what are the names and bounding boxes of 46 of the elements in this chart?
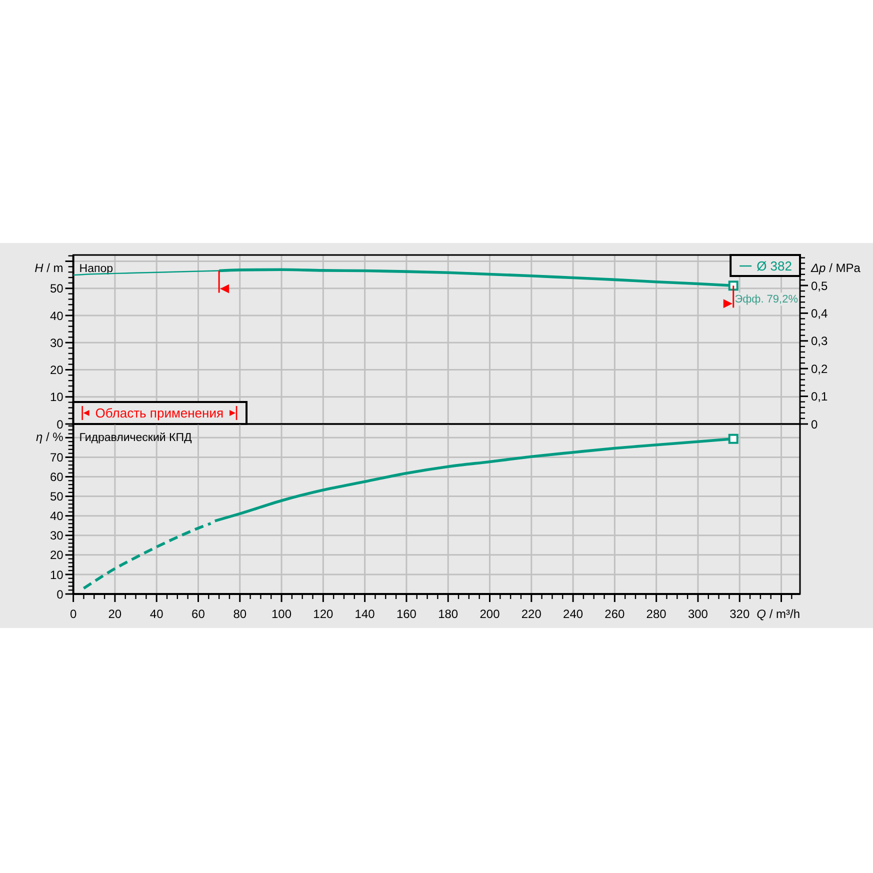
- legend-label: Ø 382: [756, 258, 792, 274]
- y2-tick-label: 0,2: [811, 362, 828, 376]
- x-tick-label: 100: [272, 607, 292, 621]
- y2-tick-label: 0,5: [811, 278, 828, 293]
- y2-tick-label: 0,3: [811, 334, 828, 348]
- y-tick-label: 20: [50, 363, 64, 378]
- y-axis-title: H / m: [34, 261, 64, 275]
- y-tick-label: 50: [50, 282, 64, 296]
- y-tick-label: 70: [50, 450, 64, 465]
- text: Напор: [79, 263, 114, 275]
- y-tick-label: 0: [56, 587, 64, 602]
- x-axis-title: Q / m³/h: [756, 607, 800, 621]
- x-tick-label: 280: [646, 607, 667, 621]
- y-tick-label: 30: [50, 336, 64, 350]
- x-tick-label: 240: [563, 607, 584, 621]
- x-tick-label: 0: [70, 607, 77, 621]
- x-tick-label: 120: [313, 607, 334, 621]
- y-tick-label: 50: [50, 490, 64, 504]
- x-tick-label: 220: [521, 607, 542, 621]
- y-tick-label: 40: [50, 308, 64, 323]
- y-tick-label: 20: [50, 548, 64, 562]
- y-tick-label: 10: [50, 568, 64, 582]
- y-axis-title: η / %: [36, 430, 64, 444]
- x-tick-label: 160: [396, 607, 417, 621]
- annotation: Эфф. 79,2%: [734, 294, 798, 306]
- text: Гидравлический КПД: [79, 432, 192, 444]
- x-tick-label: 260: [604, 607, 626, 621]
- y-tick-label: 0: [56, 417, 64, 432]
- x-tick-label: 320: [730, 607, 750, 621]
- y-tick-label: 10: [50, 390, 64, 404]
- annotation: Область применения: [95, 406, 224, 420]
- x-tick-label: 60: [192, 607, 206, 621]
- y2-tick-label: 0,4: [811, 306, 828, 320]
- y-tick-label: 40: [50, 509, 64, 524]
- x-tick-label: 80: [233, 607, 247, 621]
- x-tick-label: 20: [108, 607, 122, 621]
- y2-axis-title: Δp / MPa: [810, 261, 861, 275]
- x-tick-label: 200: [480, 607, 500, 621]
- x-tick-label: 180: [438, 607, 458, 621]
- y-tick-label: 30: [50, 528, 64, 543]
- y-tick-label: 60: [50, 470, 64, 484]
- x-tick-label: 40: [150, 607, 164, 621]
- x-tick-label: 140: [354, 607, 376, 621]
- x-tick-label: 300: [688, 607, 708, 621]
- y2-tick-label: 0,1: [811, 390, 828, 404]
- y2-tick-label: 0: [811, 417, 818, 432]
